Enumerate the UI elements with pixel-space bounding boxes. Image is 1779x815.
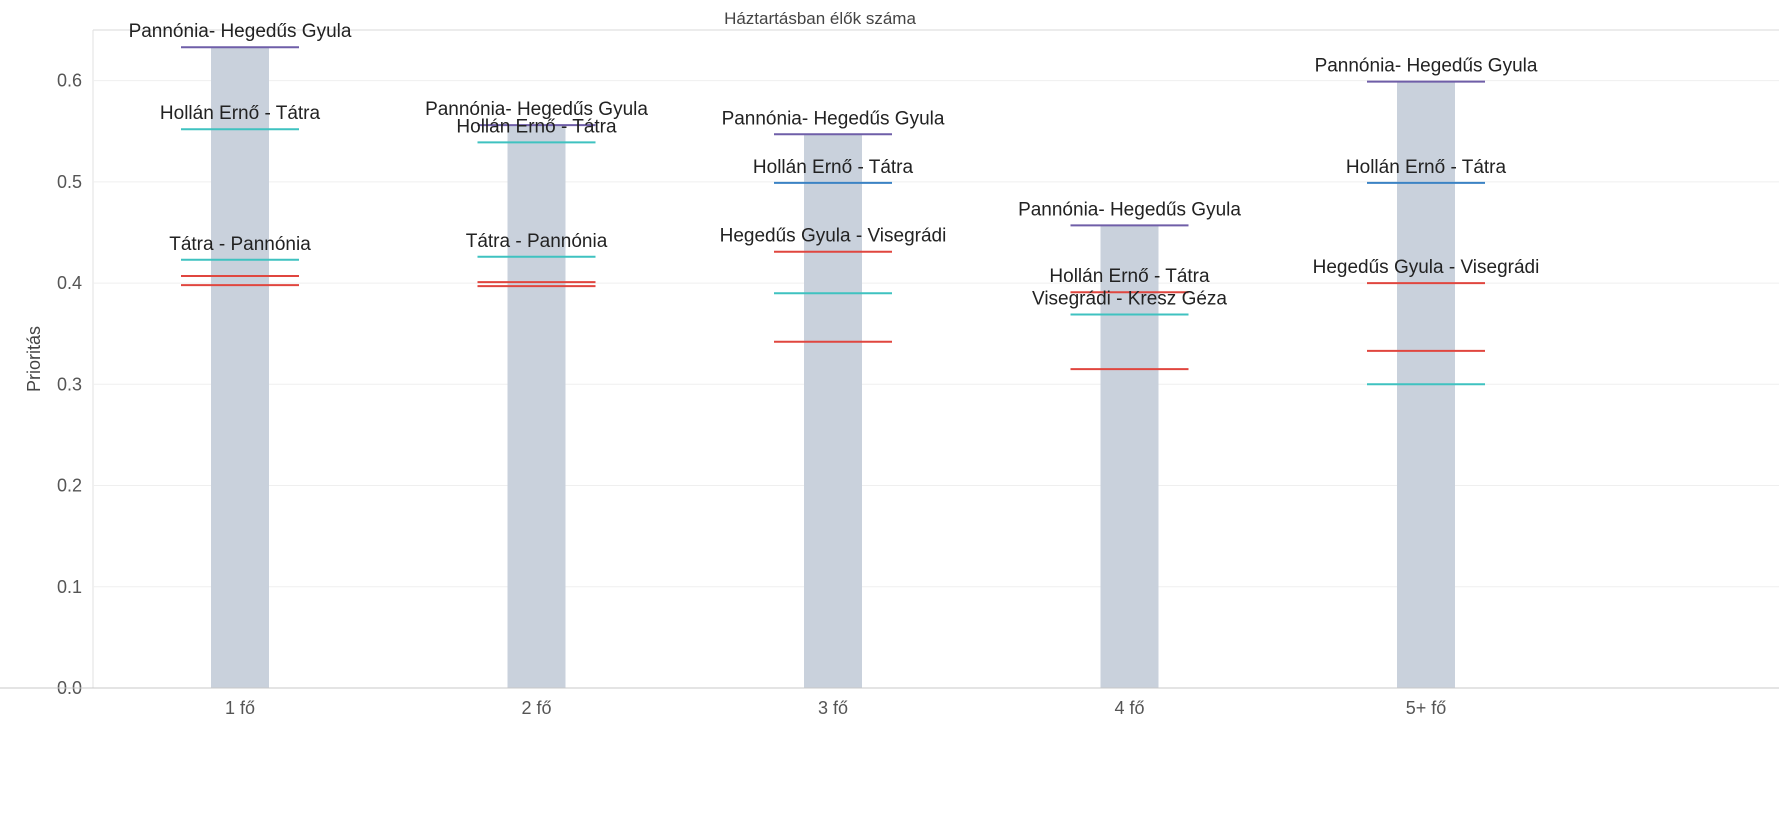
marker-label: Pannónia- Hegedűs Gyula	[129, 21, 352, 42]
axis-layer: 0.00.10.20.30.40.50.61 fő 2 fő 3 fő 4 fő 5+ …	[0, 71, 1779, 718]
marker-label: Hegedűs Gyula - Visegrádi	[720, 226, 947, 247]
y-tick-label: 0.6	[57, 71, 82, 91]
marker-label: Hegedűs Gyula - Visegrádi	[1313, 257, 1540, 278]
bars-layer	[211, 47, 1455, 689]
x-tick-label: 3 fő	[818, 698, 848, 718]
bar	[804, 134, 862, 688]
marker-label: Hollán Ernő - Tátra	[160, 103, 321, 124]
bar	[507, 125, 566, 688]
marker-label: Pannónia- Hegedűs Gyula	[1315, 56, 1538, 77]
y-tick-label: 0.1	[57, 577, 82, 597]
y-tick-label: 0.5	[57, 172, 82, 192]
x-tick-label: 2 fő	[521, 698, 551, 718]
marker-label: Pannónia- Hegedűs Gyula	[425, 99, 648, 120]
bar	[1100, 225, 1159, 689]
marker-label: Hollán Ernő - Tátra	[1346, 157, 1507, 178]
x-tick-label: 1 fő	[225, 698, 255, 718]
marker-label: Pannónia- Hegedűs Gyula	[722, 108, 945, 129]
y-tick-label: 0.2	[57, 476, 82, 496]
y-tick-label: 0.4	[57, 273, 82, 293]
chart-title: Háztartásban élők száma	[724, 9, 916, 28]
y-axis-title: Prioritás	[24, 326, 44, 392]
markers-layer	[181, 46, 1485, 386]
y-tick-label: 0.3	[57, 374, 82, 394]
marker-label: Hollán Ernő - Tátra	[1049, 266, 1210, 287]
marker-label: Hollán Ernő - Tátra	[456, 116, 617, 137]
grid-layer	[92, 29, 1779, 688]
marker-label: Tátra - Pannónia	[466, 231, 608, 252]
marker-label: Pannónia- Hegedűs Gyula	[1018, 199, 1241, 220]
marker-label: Visegrádi - Kresz Géza	[1032, 288, 1227, 309]
bar	[211, 47, 269, 689]
x-tick-label: 4 fő	[1114, 698, 1144, 718]
x-tick-label: 5+ fő	[1406, 698, 1447, 718]
marker-label: Hollán Ernő - Tátra	[753, 157, 914, 178]
marker-label: Tátra - Pannónia	[169, 234, 311, 255]
